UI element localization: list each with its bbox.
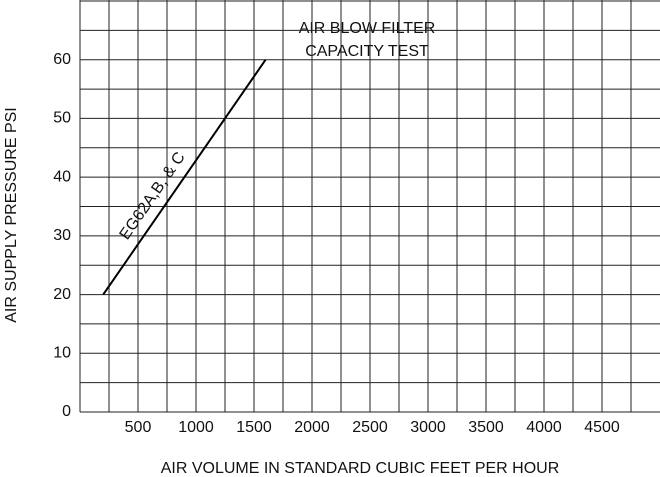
- chart-title-line: CAPACITY TEST: [305, 43, 429, 60]
- x-tick-label: 4500: [584, 419, 620, 436]
- x-tick-label: 2500: [352, 419, 388, 436]
- x-tick-label: 4000: [526, 419, 562, 436]
- y-tick-label: 40: [53, 168, 71, 185]
- x-axis-label: AIR VOLUME IN STANDARD CUBIC FEET PER HO…: [161, 460, 560, 477]
- y-tick-label: 60: [53, 51, 71, 68]
- chart-title-line: AIR BLOW FILTER: [299, 20, 436, 37]
- x-tick-label: 3500: [468, 419, 504, 436]
- x-tick-label: 1500: [236, 419, 272, 436]
- y-tick-label: 0: [62, 403, 71, 420]
- y-tick-label: 30: [53, 227, 71, 244]
- x-tick-label: 1000: [178, 419, 214, 436]
- y-tick-label: 50: [53, 110, 71, 127]
- y-tick-label: 10: [53, 345, 71, 362]
- x-tick-label: 3000: [410, 419, 446, 436]
- series-line: [102, 59, 267, 296]
- x-tick-label: 2000: [294, 419, 330, 436]
- series-label: EG62A,B, & C: [117, 149, 189, 243]
- y-tick-label: 20: [53, 286, 71, 303]
- y-axis-label: AIR SUPPLY PRESSURE PSI: [3, 107, 20, 322]
- x-tick-label: 500: [125, 419, 152, 436]
